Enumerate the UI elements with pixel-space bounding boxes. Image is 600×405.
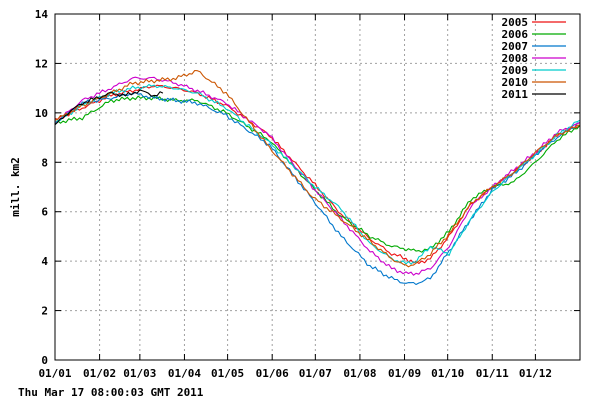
y-tick-label: 0 — [41, 354, 48, 367]
y-tick-label: 2 — [41, 305, 48, 318]
series-line-2005 — [54, 84, 581, 264]
y-tick-label: 10 — [35, 107, 48, 120]
x-tick-label: 01/04 — [168, 367, 201, 380]
data-series — [54, 69, 581, 286]
legend-label-2006: 2006 — [502, 28, 529, 41]
x-tick-label: 01/12 — [519, 367, 552, 380]
legend-label-2008: 2008 — [502, 52, 529, 65]
x-tick-label: 01/10 — [431, 367, 464, 380]
x-tick-label: 01/07 — [299, 367, 332, 380]
x-tick-label: 01/06 — [256, 367, 289, 380]
x-tick-label: 01/11 — [476, 367, 509, 380]
legend-label-2011: 2011 — [502, 88, 529, 101]
y-tick-label: 12 — [35, 57, 48, 70]
legend-label-2009: 2009 — [502, 64, 529, 77]
series-line-2010 — [54, 69, 581, 268]
series-line-2006 — [54, 95, 581, 253]
legend-label-2007: 2007 — [502, 40, 529, 53]
x-tick-label: 01/01 — [38, 367, 71, 380]
series-line-2011 — [54, 89, 164, 126]
x-tick-label: 01/03 — [123, 367, 156, 380]
y-axis-label: mill. km2 — [9, 157, 22, 217]
plot-frame — [54, 13, 581, 361]
series-line-2007 — [54, 91, 581, 286]
y-tick-label: 4 — [41, 255, 48, 268]
x-tick-label: 01/09 — [388, 367, 421, 380]
x-tick-label: 01/05 — [211, 367, 244, 380]
footer-timestamp: Thu Mar 17 08:00:03 GMT 2011 — [18, 386, 204, 399]
legend-label-2005: 2005 — [502, 16, 529, 29]
y-tick-label: 6 — [41, 206, 48, 219]
legend-label-2010: 2010 — [502, 76, 529, 89]
series-line-2009 — [54, 83, 581, 265]
axes: 0 2 4 6 8 10 12 14 01/01 01/02 01/03 01/04 01/05 01/0… — [35, 8, 580, 380]
x-tick-label: 01/08 — [343, 367, 376, 380]
y-tick-label: 14 — [35, 8, 49, 21]
series-line-2008 — [54, 76, 581, 276]
y-tick-label: 8 — [41, 156, 48, 169]
x-tick-label: 01/02 — [83, 367, 116, 380]
